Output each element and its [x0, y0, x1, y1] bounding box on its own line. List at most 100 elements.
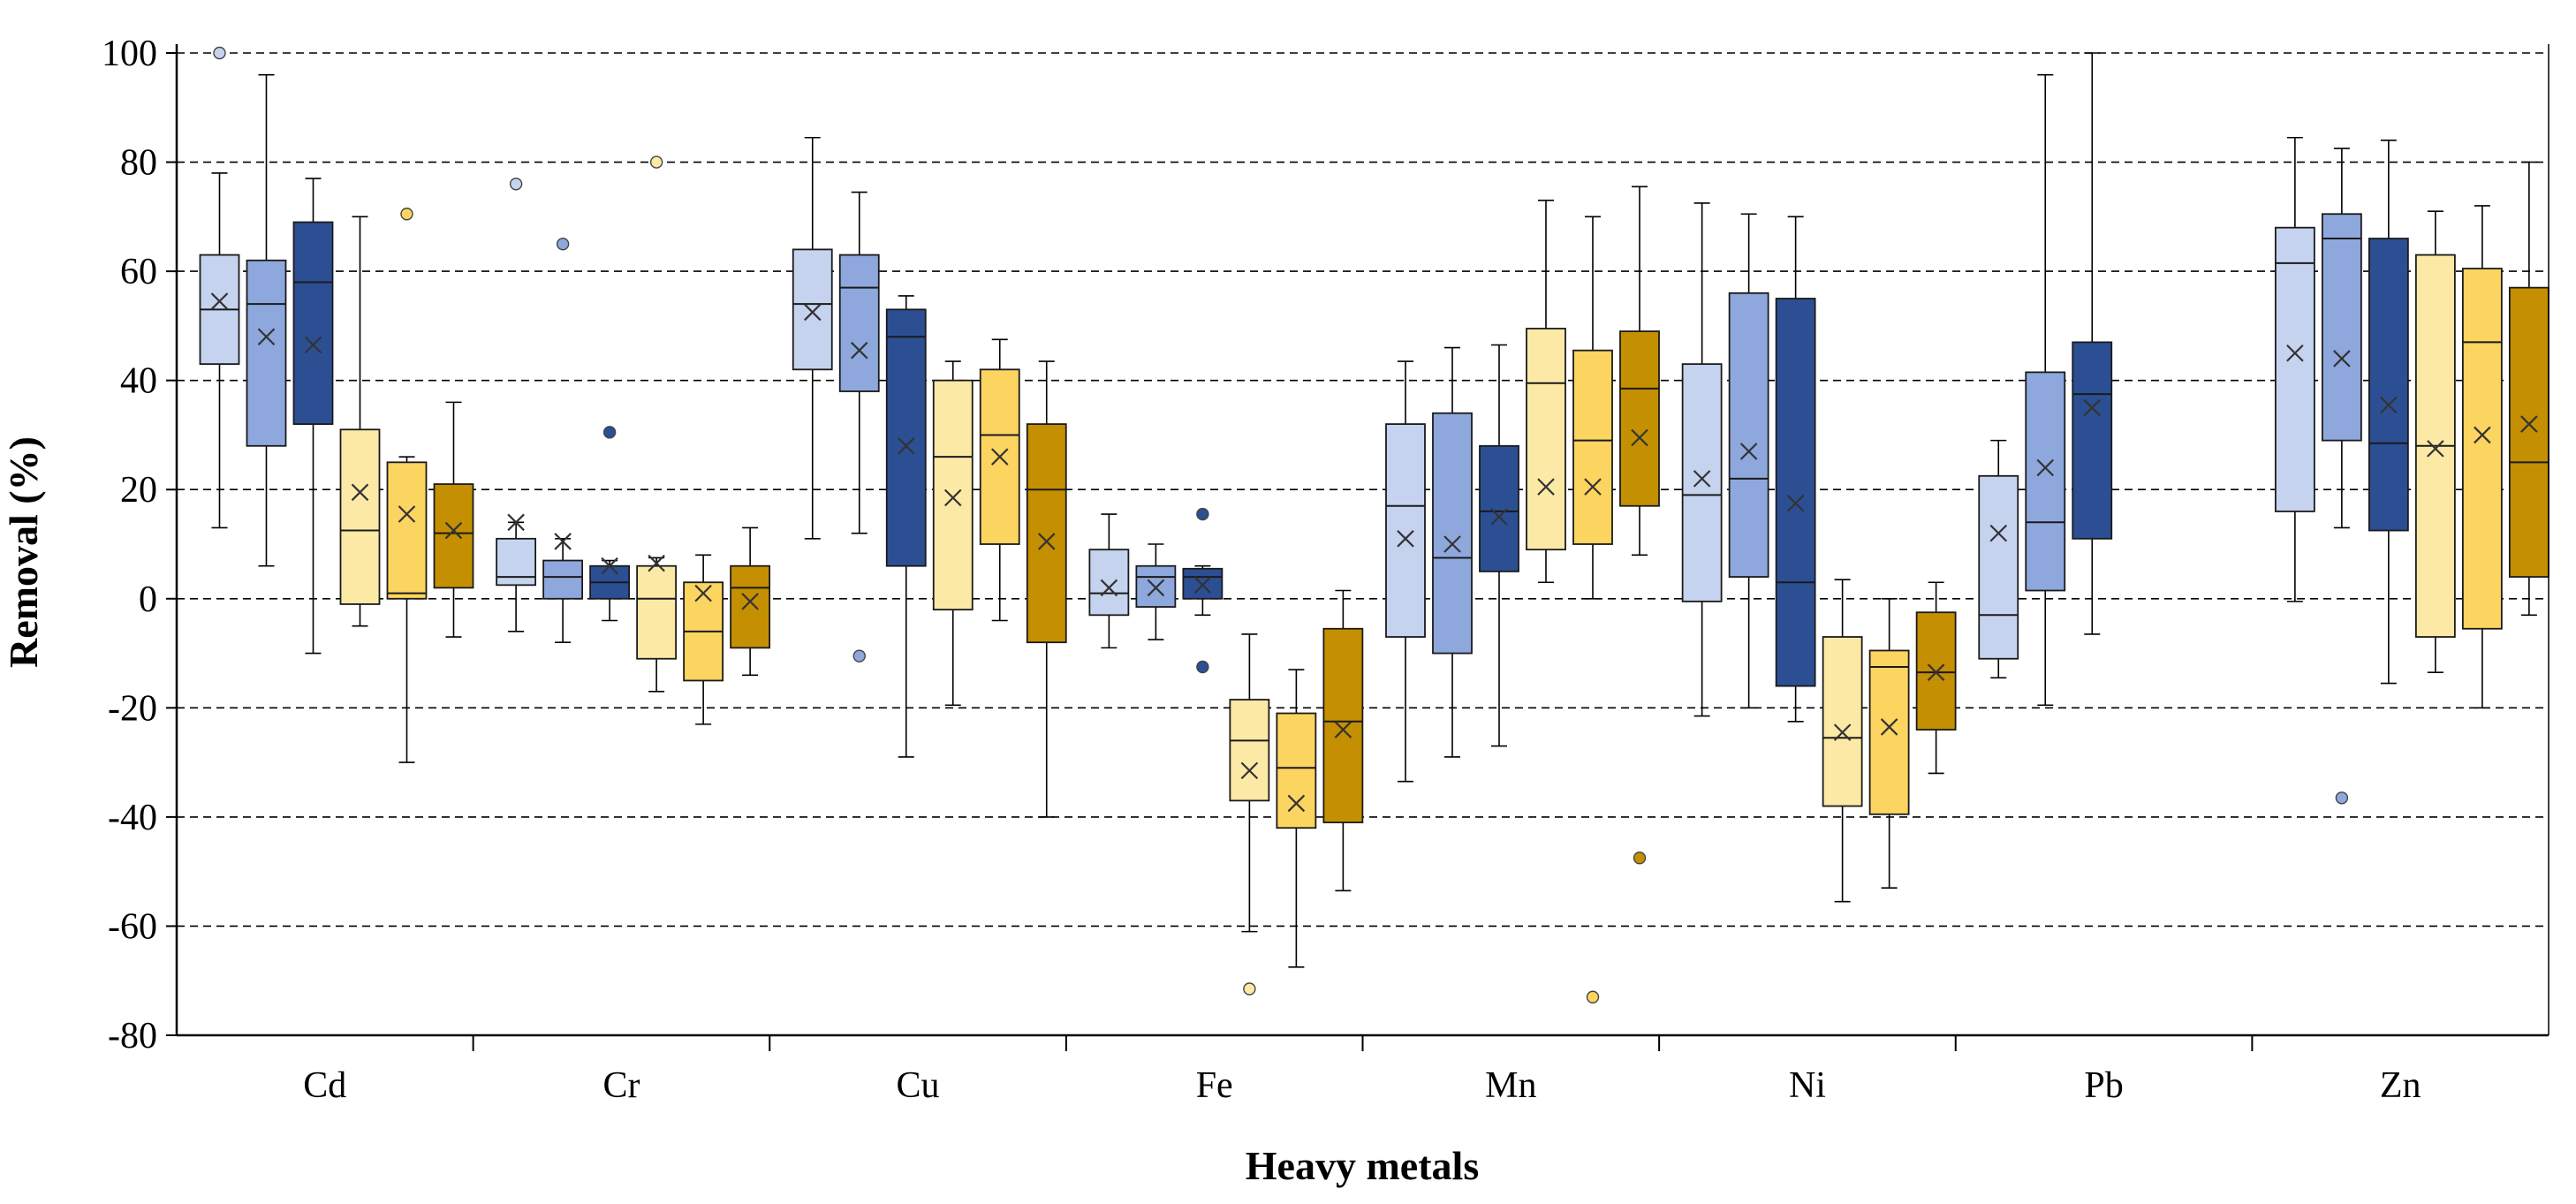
box-Ni-6	[1915, 581, 1957, 775]
outlier-point	[556, 238, 570, 251]
mean-marker	[1693, 470, 1711, 488]
mean-marker	[1287, 794, 1306, 813]
box-Cd-6	[433, 401, 474, 638]
mean-marker	[601, 557, 618, 575]
mean-marker	[1739, 443, 1758, 460]
y-tick-label: 0	[139, 579, 157, 620]
iqr-box	[1229, 699, 1270, 802]
mean-marker	[351, 483, 369, 502]
iqr-box	[292, 221, 334, 425]
mean-marker	[648, 554, 665, 572]
box-plot-series	[199, 46, 2549, 1003]
box-Fe-3	[1182, 507, 1224, 674]
mean-marker	[444, 521, 463, 540]
mean-marker	[1147, 579, 1165, 597]
y-tick-label: 80	[120, 143, 157, 184]
mean-marker	[1100, 579, 1118, 597]
box-Fe-1	[1088, 513, 1130, 649]
mean-marker	[990, 448, 1009, 466]
mean-marker	[1927, 663, 1945, 681]
outlier-point	[649, 155, 663, 169]
outlier-point	[213, 46, 226, 60]
mean-marker	[2427, 440, 2444, 458]
iqr-box	[1276, 712, 1317, 829]
iqr-box	[1681, 363, 1723, 602]
box-Pb-1	[1978, 439, 2019, 679]
x-tick-label: Ni	[1789, 1065, 1826, 1106]
iqr-box	[1432, 412, 1473, 655]
outlier-point	[1196, 507, 1209, 521]
mean-marker	[398, 505, 416, 523]
box-Zn-2	[2321, 148, 2362, 805]
x-tick-label: Pb	[2084, 1065, 2123, 1106]
box-Cd-4	[339, 216, 381, 627]
box-Cu-2	[838, 191, 880, 663]
box-Cr-1	[496, 178, 537, 632]
box-Cd-2	[246, 73, 287, 567]
iqr-box	[2508, 286, 2549, 578]
box-Cr-4	[636, 155, 678, 693]
iqr-box	[246, 259, 287, 447]
box-Mn-2	[1432, 346, 1473, 758]
mean-marker	[850, 341, 868, 360]
mean-marker	[1443, 535, 1461, 553]
box-Mn-5	[1572, 216, 1613, 1003]
outlier-point	[1586, 990, 1600, 1003]
iqr-box	[838, 254, 880, 392]
iqr-box	[1775, 298, 1816, 687]
y-tick-label: -40	[108, 798, 157, 838]
iqr-box	[636, 564, 678, 660]
x-tick-label: Mn	[1485, 1065, 1536, 1106]
iqr-box	[1526, 328, 1566, 551]
iqr-box	[2072, 341, 2113, 540]
iqr-box	[1728, 292, 1769, 578]
iqr-box	[339, 428, 381, 605]
mean-marker	[2520, 415, 2538, 433]
iqr-box	[1978, 474, 2019, 660]
iqr-box	[386, 461, 428, 600]
mean-marker	[1584, 478, 1602, 496]
box-Zn-6	[2508, 161, 2549, 617]
outlier-point	[1196, 660, 1209, 674]
outlier-point	[400, 208, 413, 221]
iqr-box	[730, 564, 771, 649]
box-Zn-4	[2414, 210, 2456, 673]
mean-marker	[1537, 478, 1555, 496]
box-Ni-3	[1775, 216, 1816, 723]
mean-marker	[1334, 721, 1352, 738]
mean-marker	[741, 593, 759, 610]
box-Cu-1	[792, 136, 833, 540]
iqr-box	[2461, 268, 2503, 630]
iqr-box	[1822, 636, 1863, 807]
box-Cu-3	[885, 295, 927, 758]
outlier-point	[509, 178, 523, 191]
box-Ni-4	[1822, 579, 1863, 903]
x-tick-label: Zn	[2380, 1065, 2421, 1106]
outlier-point	[852, 649, 866, 663]
iqr-box	[1479, 444, 1519, 572]
box-Cu-4	[932, 360, 974, 707]
mean-marker	[694, 584, 712, 602]
mean-marker	[943, 488, 962, 507]
box-Zn-1	[2274, 136, 2315, 602]
box-Ni-5	[1868, 597, 1910, 890]
mean-marker	[2286, 344, 2304, 362]
y-tick-label: 60	[120, 252, 157, 292]
mean-marker	[2333, 350, 2351, 367]
outlier-point	[602, 426, 617, 439]
x-tick-label: Cr	[602, 1065, 640, 1106]
iqr-box	[2368, 238, 2409, 532]
mean-marker	[2083, 398, 2102, 417]
mean-marker	[897, 437, 915, 455]
x-axis-ticks: Cd Cr Cu Fe Mn Ni Pb Zn	[303, 1035, 2421, 1106]
box-Pb-2	[2025, 73, 2066, 707]
box-Ni-2	[1728, 213, 1769, 709]
iqr-box	[2321, 213, 2362, 442]
box-Mn-3	[1479, 344, 1519, 747]
mean-marker	[803, 303, 822, 322]
y-tick-label: -20	[108, 688, 157, 729]
box-Cd-3	[292, 178, 334, 655]
iqr-box	[932, 379, 974, 611]
outlier-point	[1243, 982, 1256, 996]
box-Mn-1	[1385, 360, 1426, 783]
